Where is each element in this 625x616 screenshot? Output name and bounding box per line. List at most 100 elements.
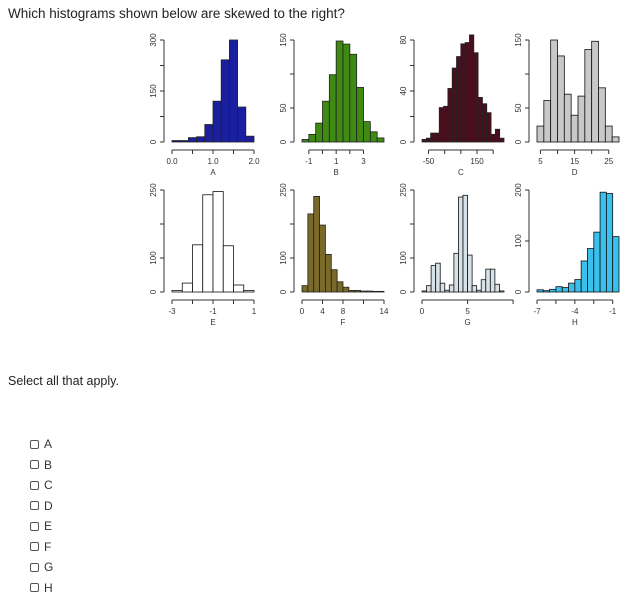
histogram-bar bbox=[342, 43, 351, 143]
histogram-bar bbox=[584, 49, 593, 143]
histogram-bar bbox=[439, 282, 446, 293]
histogram-bar bbox=[212, 100, 222, 143]
histogram-bar bbox=[605, 193, 614, 293]
histogram-bar bbox=[591, 40, 599, 143]
option-b[interactable]: B bbox=[30, 455, 53, 476]
svg-text:5: 5 bbox=[465, 307, 470, 316]
histogram-bar bbox=[322, 100, 330, 143]
checkbox-e[interactable] bbox=[30, 521, 39, 531]
histogram-bar bbox=[458, 196, 464, 293]
histogram-bar bbox=[604, 125, 613, 143]
histogram-bar bbox=[229, 39, 239, 143]
option-f[interactable]: F bbox=[30, 537, 53, 558]
svg-text:1: 1 bbox=[334, 157, 339, 166]
svg-text:1: 1 bbox=[252, 307, 257, 316]
svg-text:0: 0 bbox=[399, 289, 408, 294]
histogram-bar bbox=[561, 287, 569, 293]
histogram-bar bbox=[568, 282, 576, 293]
histogram-bar bbox=[179, 140, 189, 143]
histogram-bar bbox=[577, 95, 586, 143]
histogram-bar bbox=[369, 131, 378, 143]
answer-options: A B C D E F G H bbox=[30, 434, 53, 598]
svg-text:100: 100 bbox=[149, 251, 158, 265]
question-text: Which histograms shown below are skewed … bbox=[8, 6, 345, 21]
histogram-label: A bbox=[210, 168, 216, 177]
svg-text:80: 80 bbox=[399, 35, 408, 44]
svg-text:0: 0 bbox=[279, 289, 288, 294]
histogram-bar bbox=[301, 285, 309, 293]
svg-text:-1: -1 bbox=[305, 157, 313, 166]
histogram-bar bbox=[188, 137, 198, 143]
histogram-bar bbox=[336, 281, 344, 293]
option-label: A bbox=[44, 437, 53, 452]
checkbox-b[interactable] bbox=[30, 460, 39, 470]
histogram-bar bbox=[542, 290, 551, 293]
histogram-bar bbox=[456, 56, 462, 143]
histogram-h: 0 100 200 -7 -4 -1 H bbox=[505, 180, 623, 330]
histogram-bar bbox=[363, 121, 371, 143]
checkbox-d[interactable] bbox=[30, 501, 39, 511]
checkbox-a[interactable] bbox=[30, 439, 39, 449]
histogram-b: 0 50 150 -1 1 3 B bbox=[270, 30, 388, 180]
svg-text:1.0: 1.0 bbox=[207, 157, 219, 166]
histogram-bar bbox=[570, 114, 579, 143]
histogram-bar bbox=[467, 254, 473, 293]
histogram-bar bbox=[599, 191, 607, 293]
histogram-bar bbox=[494, 128, 501, 143]
svg-text:50: 50 bbox=[279, 103, 288, 112]
svg-text:250: 250 bbox=[279, 183, 288, 197]
svg-text:200: 200 bbox=[514, 183, 523, 197]
histogram-bar bbox=[469, 34, 475, 143]
histogram-bar bbox=[430, 132, 436, 143]
histogram-bar bbox=[171, 290, 183, 293]
svg-text:50: 50 bbox=[514, 103, 523, 112]
option-d[interactable]: D bbox=[30, 496, 53, 517]
histogram-bar bbox=[482, 103, 488, 143]
svg-text:150: 150 bbox=[514, 33, 523, 47]
svg-text:150: 150 bbox=[470, 157, 484, 166]
histogram-bar bbox=[499, 290, 505, 293]
option-label: F bbox=[44, 539, 52, 554]
histogram-bar bbox=[426, 285, 432, 293]
histogram-bar bbox=[328, 74, 337, 143]
option-label: H bbox=[44, 580, 53, 595]
histogram-bar bbox=[460, 43, 466, 143]
histogram-bar bbox=[438, 107, 444, 143]
svg-text:0: 0 bbox=[300, 307, 305, 316]
svg-text:0.0: 0.0 bbox=[166, 157, 178, 166]
histogram-bar bbox=[377, 290, 385, 293]
svg-text:0: 0 bbox=[514, 289, 523, 294]
option-c[interactable]: C bbox=[30, 475, 53, 496]
checkbox-f[interactable] bbox=[30, 542, 39, 552]
histogram-bar bbox=[448, 284, 455, 293]
svg-text:15: 15 bbox=[570, 157, 579, 166]
svg-text:-3: -3 bbox=[168, 307, 176, 316]
option-h[interactable]: H bbox=[30, 578, 53, 599]
histogram-bar bbox=[494, 283, 500, 293]
option-a[interactable]: A bbox=[30, 434, 53, 455]
svg-text:2.0: 2.0 bbox=[248, 157, 260, 166]
histogram-bar bbox=[233, 284, 245, 293]
svg-text:100: 100 bbox=[399, 251, 408, 265]
svg-text:250: 250 bbox=[149, 183, 158, 197]
histogram-bar bbox=[171, 140, 181, 143]
histogram-bar bbox=[421, 139, 427, 143]
option-g[interactable]: G bbox=[30, 557, 53, 578]
svg-text:150: 150 bbox=[149, 84, 158, 98]
histogram-bar bbox=[371, 290, 379, 293]
svg-text:0: 0 bbox=[514, 139, 523, 144]
option-label: G bbox=[44, 560, 54, 575]
checkbox-c[interactable] bbox=[30, 480, 39, 490]
histogram-bar bbox=[354, 290, 361, 293]
histogram-a: 0 150 300 0.0 1.0 2.0 A bbox=[140, 30, 260, 180]
checkbox-g[interactable] bbox=[30, 562, 39, 572]
histogram-f: 0 100 250 0 4 8 14 F bbox=[270, 180, 389, 330]
svg-text:250: 250 bbox=[399, 183, 408, 197]
histogram-bar bbox=[434, 132, 440, 143]
histogram-bar bbox=[342, 286, 350, 293]
svg-text:0: 0 bbox=[279, 139, 288, 144]
histogram-bar bbox=[485, 268, 491, 293]
option-e[interactable]: E bbox=[30, 516, 53, 537]
checkbox-h[interactable] bbox=[30, 583, 39, 593]
option-label: C bbox=[44, 478, 53, 493]
